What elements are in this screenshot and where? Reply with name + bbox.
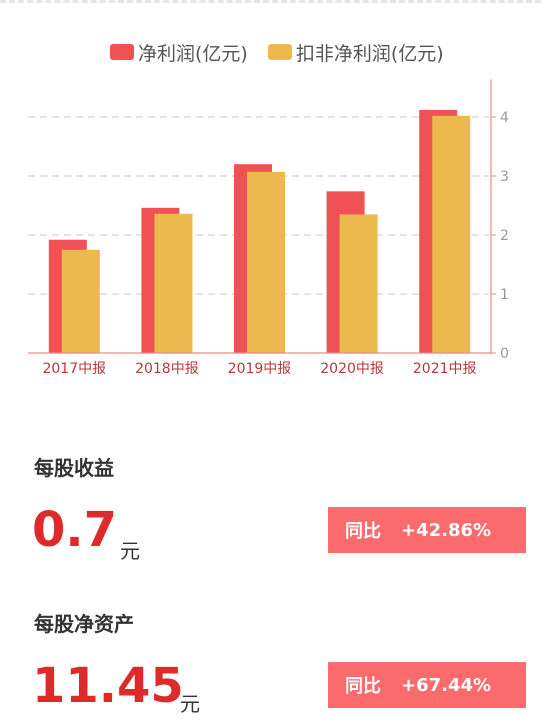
x-tick-label: 2020中报 — [320, 361, 384, 377]
legend-label-net-profit: 净利润(亿元) — [138, 42, 248, 65]
y-tick-label: 4 — [500, 110, 509, 126]
bvps-yoy-badge: 同比 +67.44% — [328, 662, 526, 708]
bar-deducted-net-profit — [247, 171, 285, 353]
bar-deducted-net-profit — [154, 213, 193, 353]
profit-bar-chart: 0 1 2 3 4 2017中报 2018中报 2019中报 2020中报 2021中报 — [28, 79, 509, 377]
chart-legend: 净利润(亿元) 扣非净利润(亿元) — [110, 38, 444, 66]
bvps-unit: 元 — [180, 692, 200, 716]
eps-unit: 元 — [120, 539, 140, 563]
legend-swatch-deducted-net-profit — [267, 44, 292, 60]
eps-yoy-label: 同比 — [345, 521, 381, 542]
y-tick-label: 2 — [500, 228, 509, 244]
x-tick-label: 2019中报 — [228, 361, 292, 377]
eps-title: 每股收益 — [34, 456, 114, 480]
bvps-value: 11.45 — [32, 658, 184, 714]
bvps-title: 每股净资产 — [34, 612, 134, 636]
eps-value: 0.7 — [32, 502, 118, 558]
y-tick-label: 0 — [500, 346, 509, 362]
legend-item-deducted-net-profit[interactable]: 扣非净利润(亿元) — [267, 39, 444, 66]
top-dashed-divider — [0, 0, 541, 3]
bar-deducted-net-profit — [339, 214, 378, 353]
eps-yoy-badge: 同比 +42.86% — [328, 507, 526, 553]
x-tick-label: 2018中报 — [135, 361, 199, 377]
bvps-yoy-value: +67.44% — [401, 674, 492, 696]
y-tick-label: 3 — [500, 169, 509, 185]
x-tick-label: 2021中报 — [413, 361, 477, 377]
bar-deducted-net-profit — [61, 249, 100, 353]
legend-item-net-profit[interactable]: 净利润(亿元) — [110, 39, 248, 66]
legend-swatch-net-profit — [110, 44, 134, 60]
bvps-yoy-label: 同比 — [345, 676, 381, 697]
eps-yoy-value: +42.86% — [401, 519, 492, 541]
x-tick-label: 2017中报 — [42, 361, 106, 377]
legend-label-deducted-net-profit: 扣非净利润(亿元) — [295, 42, 444, 65]
bar-deducted-net-profit — [432, 115, 471, 353]
y-tick-label: 1 — [500, 287, 509, 303]
